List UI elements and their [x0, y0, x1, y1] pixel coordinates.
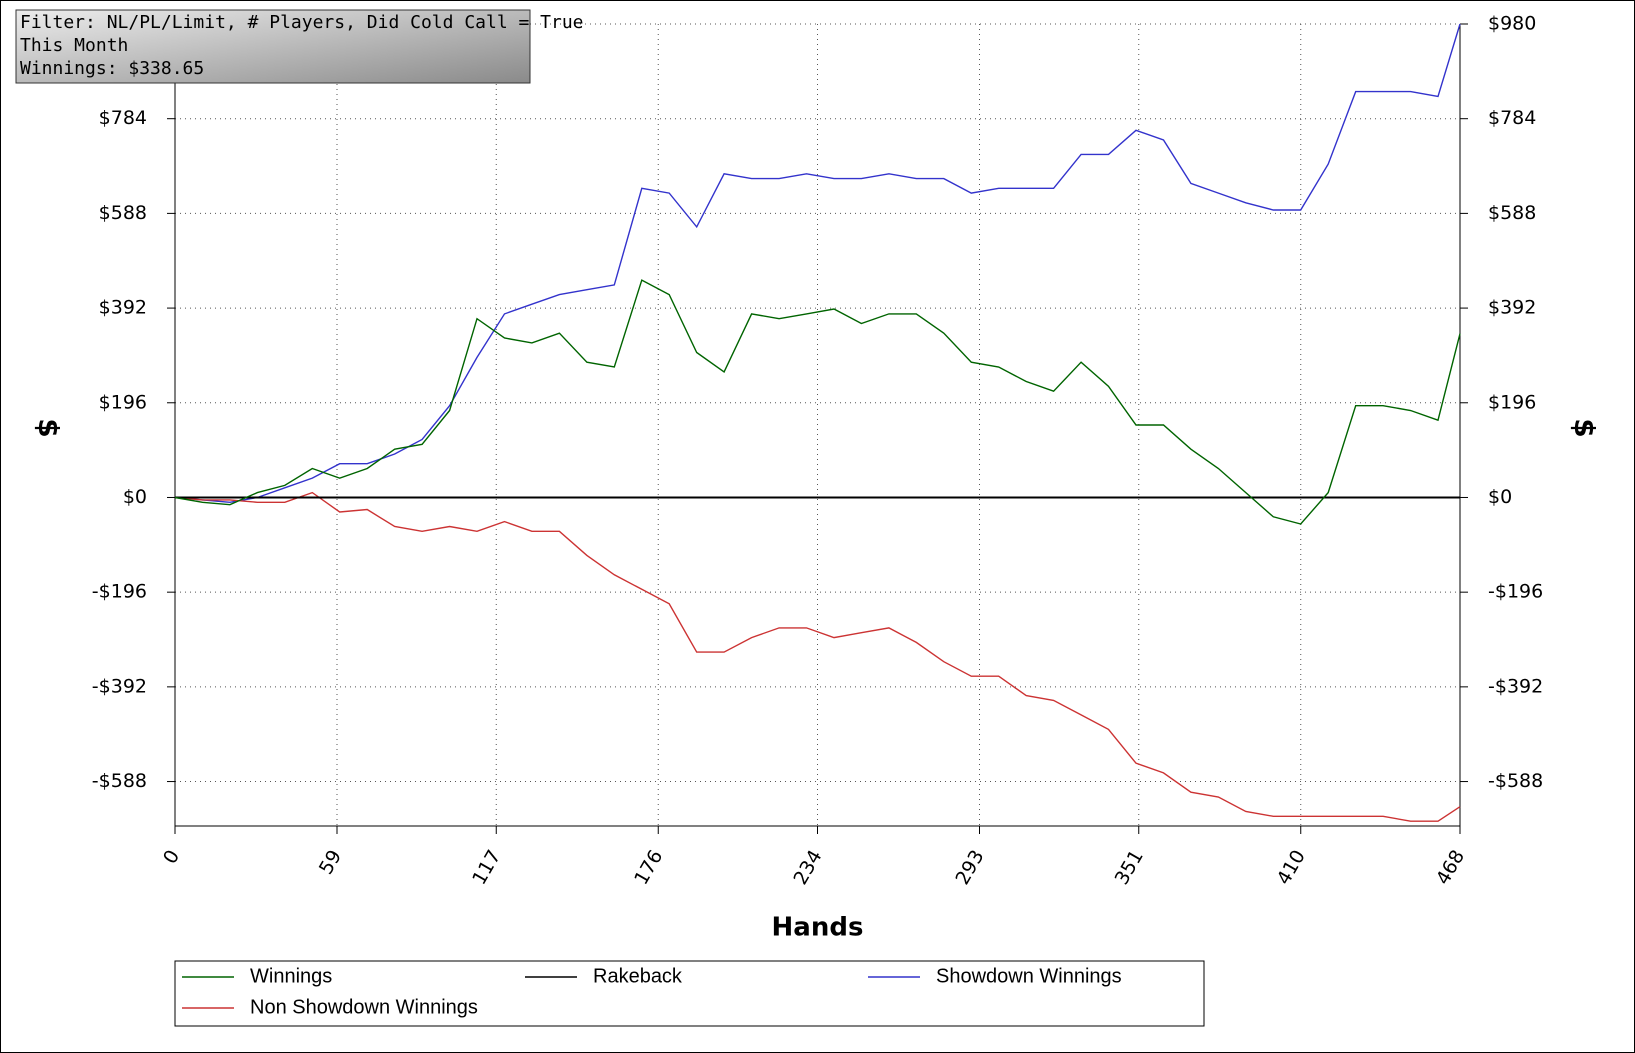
legend-label: Rakeback	[593, 965, 683, 987]
legend-label: Winnings	[250, 965, 332, 987]
y2-tick-label: $392	[1488, 297, 1536, 319]
y-tick-label: -$392	[92, 675, 147, 697]
legend-label: Showdown Winnings	[936, 965, 1122, 987]
y2-tick-label: $0	[1488, 486, 1512, 508]
y2-tick-label: -$588	[1488, 770, 1543, 792]
legend-label: Non Showdown Winnings	[250, 996, 478, 1018]
info-text: Winnings: $338.65	[20, 58, 204, 79]
legend-box	[174, 960, 1205, 1027]
y-axis-label: $	[32, 418, 65, 437]
y-tick-label: -$588	[92, 770, 147, 792]
y-tick-label: $0	[123, 486, 147, 508]
info-text: Filter: NL/PL/Limit, # Players, Did Cold…	[20, 12, 584, 33]
y-tick-label: -$196	[92, 581, 147, 603]
y-tick-label: $392	[99, 297, 147, 319]
series-line	[174, 279, 1461, 525]
series-line	[174, 491, 1461, 822]
x-axis-label: Hands	[772, 913, 864, 943]
info-text: This Month	[20, 35, 128, 56]
y2-tick-label: $196	[1488, 391, 1536, 413]
y2-tick-label: -$196	[1488, 581, 1543, 603]
y2-tick-label: $980	[1488, 13, 1536, 35]
info-box	[15, 9, 531, 84]
y2-tick-label: -$392	[1488, 675, 1543, 697]
y2-tick-label: $784	[1488, 107, 1536, 129]
y-tick-label: $784	[99, 107, 147, 129]
y2-axis-label: $	[1568, 418, 1601, 437]
y-tick-label: $588	[99, 202, 147, 224]
y2-tick-label: $588	[1488, 202, 1536, 224]
series-line	[174, 23, 1461, 504]
y-tick-label: $196	[99, 391, 147, 413]
